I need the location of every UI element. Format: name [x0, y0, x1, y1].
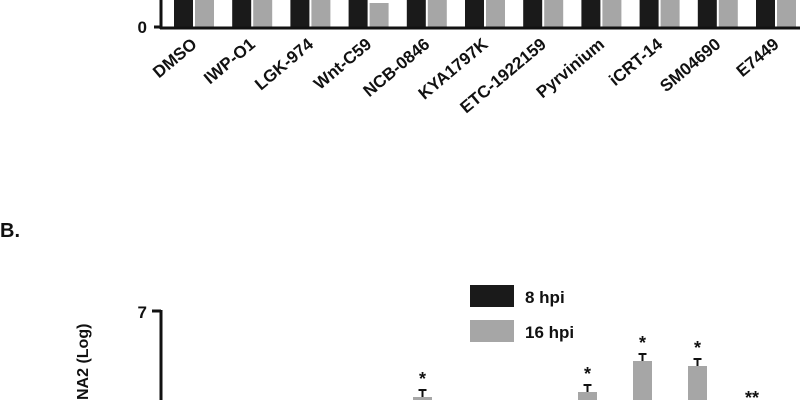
panel-a-bar-8hpi-ncb-0846: [406, 0, 426, 27]
panel-a-bar-8hpi-lgk-974: [290, 0, 310, 27]
legend: 8 hpi 16 hpi: [470, 285, 574, 342]
legend-swatch-8hpi: [470, 285, 514, 307]
panel-a-bar-8hpi-etc-1922159: [523, 0, 543, 27]
panel-a-bar-8hpi-e7449: [756, 0, 775, 27]
panel-b-significance-1: *: [419, 369, 426, 389]
panel-b-significance-5: **: [745, 388, 759, 400]
panel-a-bar-16hpi-sm04690: [718, 0, 738, 27]
panel-a-bar-16hpi-wnt-c59: [369, 3, 389, 27]
legend-label-16hpi: 16 hpi: [525, 323, 574, 342]
panel-a-x-label-sm04690: SM04690: [656, 35, 724, 96]
panel-b-bar-16hpi-4: [688, 366, 707, 400]
panel-a-y-tick-label: 0: [138, 18, 147, 37]
panel-a-bar-16hpi-kya1797k: [486, 0, 505, 27]
panel-a-bar-8hpi-pyrvinium: [581, 0, 601, 27]
panel-b-y-tick-label: 7: [138, 303, 147, 322]
panel-b-y-axis-label: NA2 (Log): [75, 324, 92, 400]
panel-b-label: B.: [0, 220, 20, 242]
panel-a-chart: 0 DMSO IWP-O1LGK-974Wnt-C59NCB-0846KYA179…: [138, 0, 800, 117]
panel-a-bar-8hpi-wnt-c59: [348, 0, 368, 27]
panel-a-bar-16hpi-etc-1922159: [544, 0, 564, 27]
panel-a-bar-16hpi-dmso: [195, 0, 214, 27]
panel-a-x-label-iwp-o1: IWP-O1: [200, 35, 259, 88]
panel-b-bars: * ** ***: [413, 333, 759, 400]
panel-a-bar-8hpi-iwp-o1: [232, 0, 252, 27]
panel-a-bar-8hpi-icrt-14: [639, 0, 659, 27]
panel-a-bars: [174, 0, 796, 27]
panel-b-error-bar-4: [693, 358, 702, 366]
panel-a-bar-16hpi-lgk-974: [311, 0, 331, 27]
panel-a-bar-16hpi-iwp-o1: [253, 0, 273, 27]
panel-b-bar-16hpi-1: [413, 397, 432, 400]
panel-b-error-bar-3: [638, 353, 647, 361]
panel-b-significance-2: *: [584, 364, 591, 384]
panel-a-bar-16hpi-e7449: [777, 0, 796, 27]
panel-a-bar-16hpi-ncb-0846: [427, 0, 447, 27]
panel-a-bar-16hpi-icrt-14: [660, 0, 680, 27]
legend-swatch-16hpi: [470, 320, 514, 342]
panel-b-error-bar-2: [583, 384, 592, 392]
panel-a-bar-16hpi-pyrvinium: [602, 0, 622, 27]
panel-a-x-label-dmso: DMSO: [149, 35, 200, 82]
legend-label-8hpi: 8 hpi: [525, 288, 565, 307]
panel-a-bar-8hpi-sm04690: [697, 0, 717, 27]
panel-a-bar-8hpi-kya1797k: [465, 0, 484, 27]
panel-a-x-labels: DMSO IWP-O1LGK-974Wnt-C59NCB-0846KYA1797K…: [149, 34, 782, 117]
panel-b-significance-4: *: [694, 338, 701, 358]
panel-a-bar-8hpi-dmso: [174, 0, 193, 27]
panel-b-error-bar-1: [418, 389, 427, 397]
panel-b-bar-16hpi-2: [578, 392, 597, 400]
panel-b-chart: B. NA2 (Log) 7 8 hpi 16 hpi * ** ***: [0, 220, 759, 400]
panel-a-x-label-lgk-974: LGK-974: [251, 34, 317, 94]
panel-a-x-label-e7449: E7449: [733, 35, 783, 81]
panel-b-bar-16hpi-3: [633, 361, 652, 400]
panel-b-significance-3: *: [639, 333, 646, 353]
